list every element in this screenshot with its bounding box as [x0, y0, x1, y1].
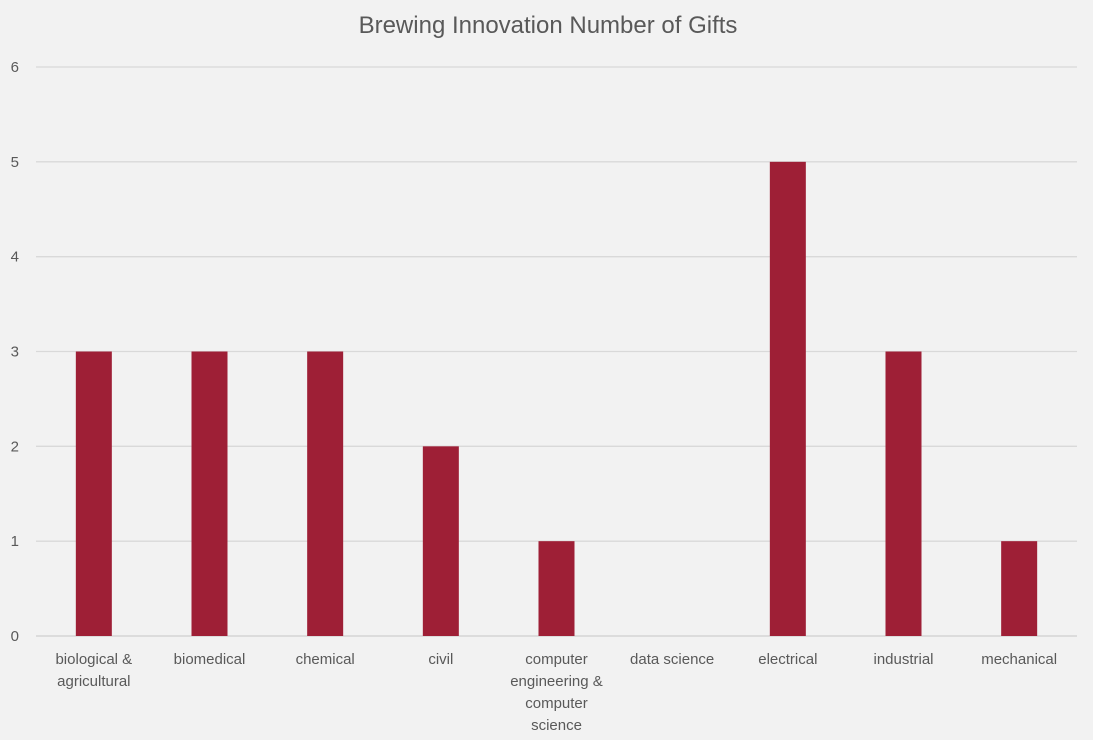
bar-4	[538, 541, 575, 636]
x-category-label: biomedical	[174, 651, 246, 668]
y-tick-label: 6	[11, 59, 19, 76]
y-tick-label: 1	[11, 533, 19, 550]
x-category-label: chemical	[296, 651, 355, 668]
bar-6	[769, 161, 806, 637]
x-axis-category-labels: biological & agricultural biomedical chemic…	[55, 651, 1057, 734]
x-category-label: industrial	[873, 651, 933, 668]
y-tick-label: 4	[11, 249, 19, 266]
x-category-label: civil	[428, 651, 453, 668]
bar-3	[422, 446, 459, 636]
bar-8	[1001, 541, 1038, 636]
bar-2	[307, 351, 344, 636]
x-category-label: biological & agricultural	[55, 651, 132, 690]
x-category-label: computer engineering & computer science	[510, 651, 603, 734]
x-category-label: data science	[630, 651, 714, 668]
y-tick-label: 0	[11, 628, 19, 645]
x-category-label: electrical	[758, 651, 817, 668]
y-tick-label: 3	[11, 344, 19, 361]
bars	[75, 161, 1038, 637]
x-category-label: mechanical	[981, 651, 1057, 668]
bar-0	[75, 351, 112, 636]
y-tick-label: 5	[11, 154, 19, 171]
y-axis-tick-labels: 0 1 2 3 4 5 6	[11, 59, 19, 645]
y-tick-label: 2	[11, 438, 19, 455]
bar-7	[885, 351, 922, 636]
bar-1	[191, 351, 228, 636]
chart-title: Brewing Innovation Number of Gifts	[359, 12, 738, 39]
